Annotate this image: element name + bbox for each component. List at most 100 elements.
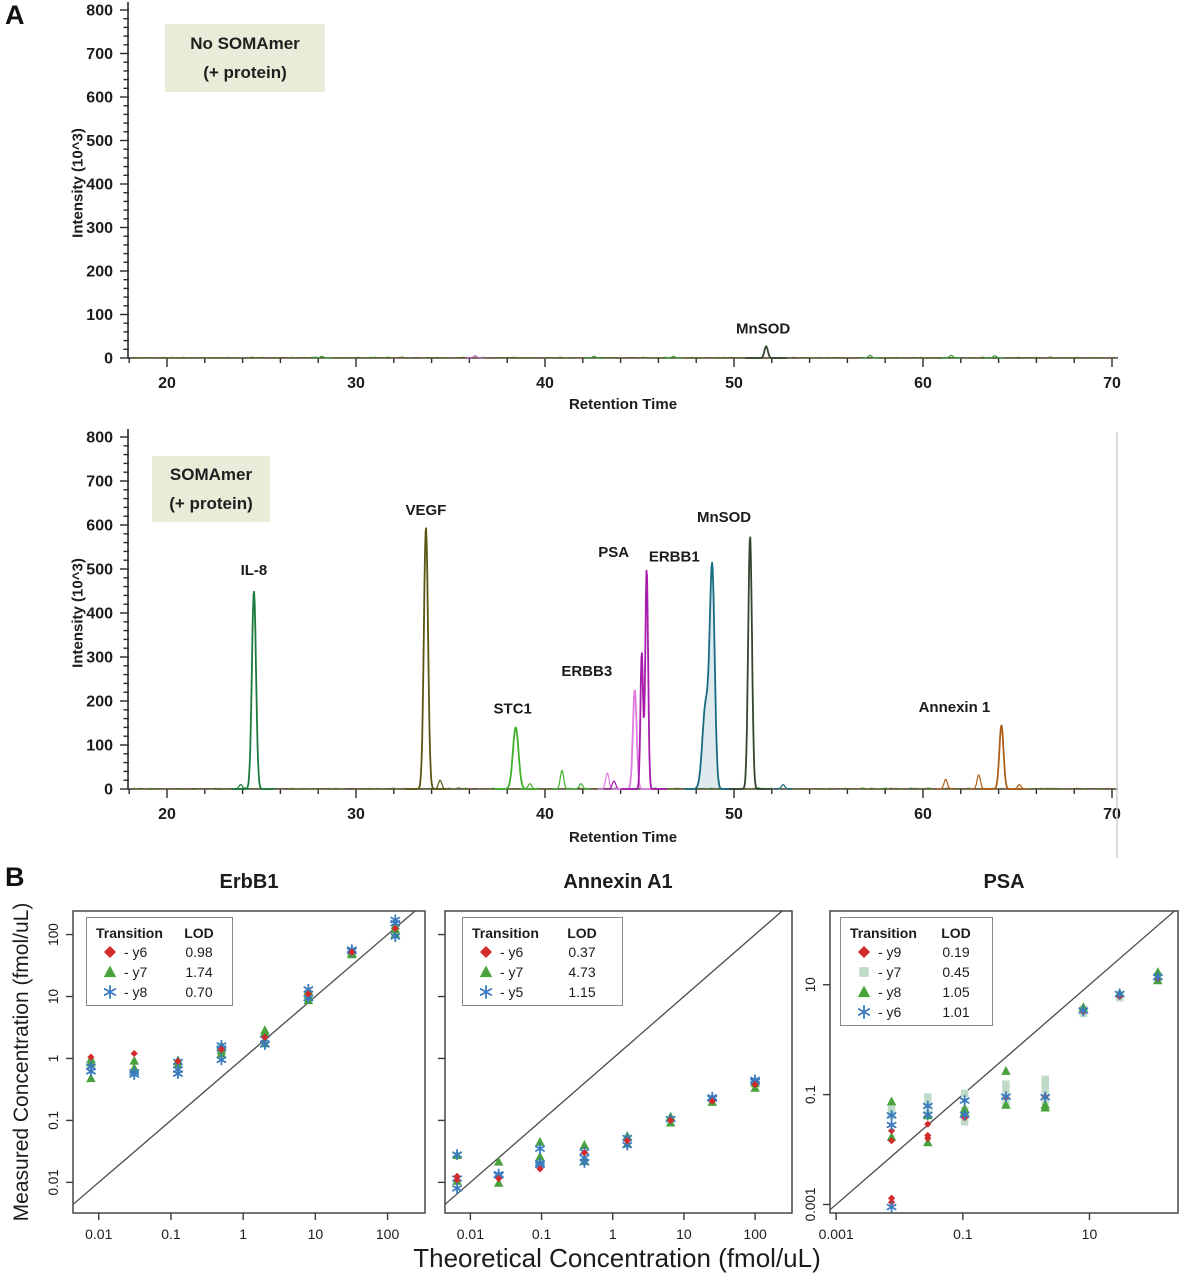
peak-trace [684, 561, 733, 790]
svg-text:1: 1 [46, 1055, 61, 1063]
svg-text:0.1: 0.1 [803, 1085, 818, 1104]
svg-text:0.01: 0.01 [46, 1169, 61, 1195]
peak-label: STC1 [494, 700, 532, 717]
legend-transition-label: - y5 [500, 984, 524, 1000]
legend-transition-label: - y6 [878, 1004, 902, 1020]
svg-text:300: 300 [86, 650, 113, 667]
legend-header-transition: Transition [96, 925, 163, 941]
svg-text:400: 400 [86, 606, 113, 623]
peak-label: PSA [598, 544, 629, 561]
svg-text:700: 700 [86, 474, 113, 491]
legend-transition-label: - y6 [124, 944, 148, 960]
peak-label: MnSOD [697, 509, 751, 526]
series-y6 [87, 924, 399, 1065]
svg-text:30: 30 [347, 375, 365, 392]
series-y6 [453, 1080, 759, 1184]
plot-title-psa: PSA [983, 871, 1025, 893]
plot-title-annexin-a1: Annexin A1 [563, 871, 673, 893]
svg-text:10: 10 [803, 977, 818, 992]
legend-lod-value: 1.05 [942, 984, 970, 1000]
svg-text:800: 800 [86, 430, 113, 447]
svg-text:10: 10 [308, 1226, 324, 1242]
svg-text:30: 30 [347, 806, 365, 823]
legend-transition-label: - y9 [878, 944, 902, 960]
svg-text:0.001: 0.001 [819, 1226, 854, 1242]
legend-transition-label: - y7 [500, 964, 524, 980]
svg-text:70: 70 [1103, 375, 1121, 392]
annotation-no-somamer: No SOMAmer (+ protein) [165, 24, 325, 92]
triangle-marker-icon [472, 963, 500, 981]
scatter-annexin-a1: 0.01 0.1 1 10 100 [438, 910, 793, 1242]
peak-trace [494, 726, 537, 790]
peak-trace [232, 590, 275, 790]
chromatogram2-y-axis-label: Intensity (10^3) [69, 558, 87, 668]
svg-text:0.01: 0.01 [457, 1226, 484, 1242]
annotation-line: SOMAmer [169, 465, 253, 484]
legend-transition-label: - y6 [500, 944, 524, 960]
svg-text:0.01: 0.01 [85, 1226, 112, 1242]
triangle-marker-icon [850, 983, 878, 1001]
svg-text:700: 700 [86, 46, 113, 63]
peak-trace [613, 689, 656, 790]
plot-title-erbb1: ErbB1 [219, 871, 279, 893]
chromatogram-somamer: 0 100 200 300 400 500 600 700 800 20 30 40 50 60 70 IL-… [86, 429, 1121, 823]
peak-trace [745, 345, 788, 359]
svg-text:500: 500 [86, 133, 113, 150]
legend-transition-label: - y7 [124, 964, 148, 980]
legend-lod-value: 0.19 [942, 944, 970, 960]
svg-text:50: 50 [725, 375, 743, 392]
svg-text:10: 10 [46, 989, 61, 1004]
diamond-marker-icon [472, 943, 500, 961]
scatter-erbb1: 0.01 0.1 1 10 100 0.01 0.1 1 10 100 [46, 910, 426, 1242]
annotation-line: No SOMAmer [190, 34, 300, 53]
svg-text:40: 40 [536, 806, 554, 823]
svg-text:500: 500 [86, 562, 113, 579]
svg-text:20: 20 [158, 806, 176, 823]
panel-a-label: A [5, 0, 25, 30]
svg-text:0: 0 [104, 351, 113, 368]
legend-lod-value: 4.73 [568, 964, 596, 980]
legend-transition-label: - y8 [878, 984, 902, 1000]
peak-label: MnSOD [736, 320, 790, 337]
peak-label: VEGF [406, 502, 447, 519]
asterisk-marker-icon [850, 1003, 878, 1021]
svg-text:0: 0 [104, 782, 113, 799]
svg-text:60: 60 [914, 375, 932, 392]
svg-text:600: 600 [86, 90, 113, 107]
diamond-marker-icon [96, 943, 124, 961]
svg-text:60: 60 [914, 806, 932, 823]
triangle-marker-icon [96, 963, 124, 981]
series-y5 [452, 1074, 761, 1194]
svg-text:100: 100 [46, 923, 61, 946]
svg-text:600: 600 [86, 518, 113, 535]
svg-text:1: 1 [609, 1226, 617, 1242]
scatter-psa: 0.001 0.1 10 0.001 0.1 10 [803, 910, 1179, 1242]
peak-trace [404, 527, 447, 790]
svg-text:400: 400 [86, 177, 113, 194]
svg-text:1: 1 [239, 1226, 247, 1242]
legend-lod-value: 0.98 [185, 944, 213, 960]
asterisk-marker-icon [472, 983, 500, 1001]
svg-text:0.1: 0.1 [46, 1111, 61, 1130]
legend-header-transition: Transition [472, 925, 539, 941]
svg-text:0.1: 0.1 [161, 1226, 181, 1242]
svg-text:100: 100 [86, 738, 113, 755]
svg-text:0.1: 0.1 [953, 1226, 973, 1242]
svg-text:20: 20 [158, 375, 176, 392]
svg-text:70: 70 [1103, 806, 1121, 823]
svg-text:0.001: 0.001 [803, 1188, 818, 1222]
annotation-line: (+ protein) [203, 63, 287, 82]
svg-text:100: 100 [743, 1226, 767, 1242]
chromatogram1-x-axis-label: Retention Time [568, 396, 678, 413]
square-marker-icon [850, 963, 878, 981]
peak-label: ERBB3 [561, 663, 612, 680]
panel-b-label: B [5, 862, 25, 892]
chromatogram-no-somamer: 0 100 200 300 400 500 600 700 800 20 30 40 50 60 70 MnS… [86, 2, 1121, 392]
svg-text:10: 10 [676, 1226, 692, 1242]
legend-lod-value: 1.15 [568, 984, 596, 1000]
legend-lod-value: 1.01 [942, 1004, 970, 1020]
legend-lod-value: 0.37 [568, 944, 596, 960]
legend-erbb1: Transition LOD - y6 0.98 - y7 1.74 - y8 0.70 [86, 917, 233, 1006]
legend-psa: Transition LOD - y9 0.19 - y7 0.45 - y8 1.05 - y… [840, 917, 993, 1026]
